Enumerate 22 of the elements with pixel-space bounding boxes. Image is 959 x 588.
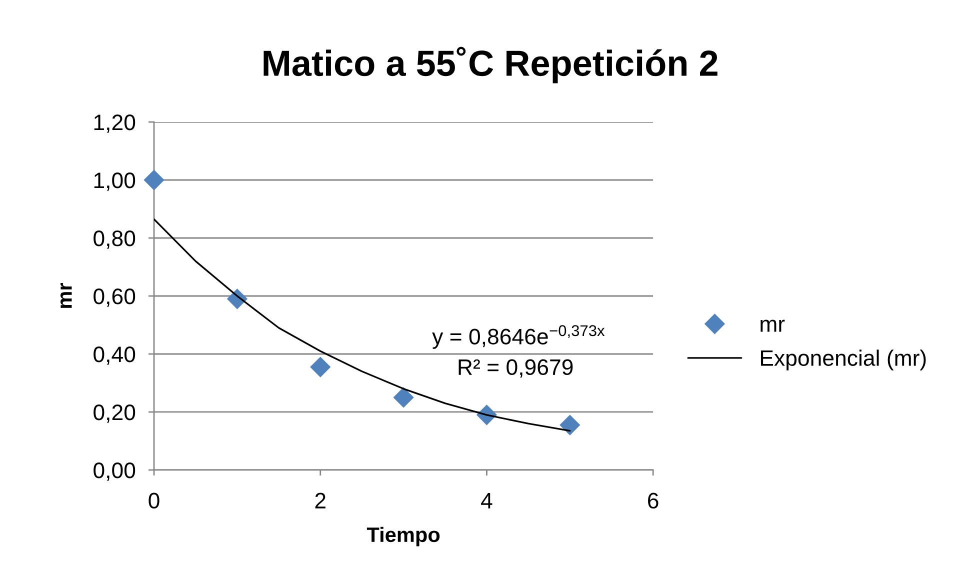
annotation: R² = 0,9679 bbox=[458, 359, 573, 378]
y-tick-label: 0,20 bbox=[94, 404, 136, 423]
legend-label: Exponencial (mr) bbox=[760, 350, 926, 370]
legend-label: mr bbox=[760, 320, 785, 332]
x-tick-label: 2 bbox=[315, 492, 326, 508]
y-tick-label: 0,60 bbox=[94, 288, 136, 307]
chart-title: Matico a 55˚C Repetición 2 bbox=[264, 46, 718, 84]
annotation: y = 0,8646e$^{−0,373x}$ bbox=[432, 325, 605, 349]
y-tick-label: 0,40 bbox=[94, 346, 136, 365]
x-axis-title: Tiempo bbox=[366, 526, 440, 546]
y-axis-title: mr bbox=[60, 283, 72, 308]
y-tick-label: 0,00 bbox=[94, 462, 136, 481]
x-tick-label: 6 bbox=[648, 492, 658, 509]
point bbox=[144, 170, 164, 190]
point bbox=[393, 387, 414, 408]
y-tick-label: 1,20 bbox=[94, 114, 136, 133]
x-tick-label: 4 bbox=[481, 493, 492, 508]
x-tick-label: 0 bbox=[148, 492, 160, 509]
point bbox=[560, 414, 580, 436]
y-tick-label: 0,80 bbox=[94, 230, 136, 249]
point bbox=[310, 356, 331, 378]
y-tick-label: 1,00 bbox=[94, 172, 136, 191]
